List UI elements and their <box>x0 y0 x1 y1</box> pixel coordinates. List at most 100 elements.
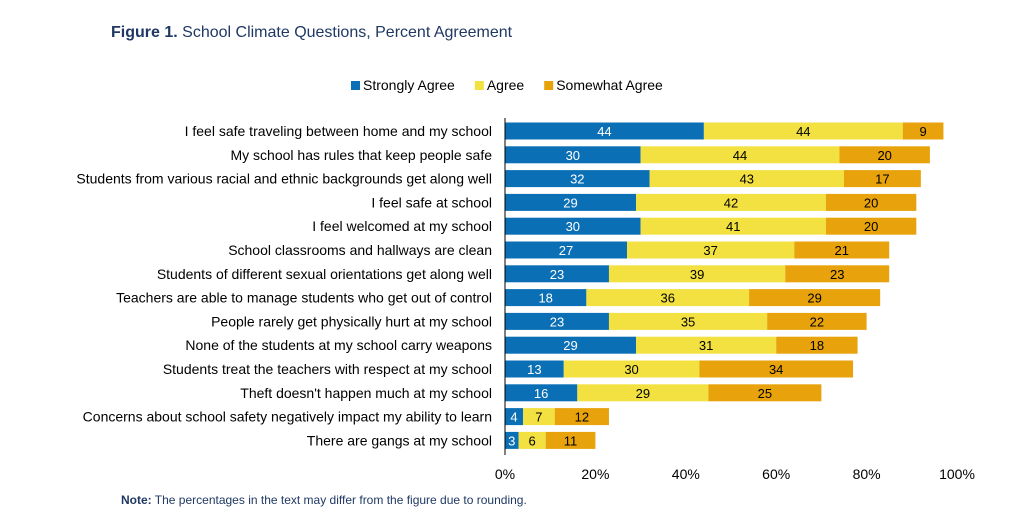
category-label: School classrooms and hallways are clean <box>228 242 492 258</box>
bar-segment-2 <box>785 265 890 283</box>
data-label: 20 <box>864 219 878 234</box>
data-label: 4 <box>510 410 517 425</box>
data-label: 23 <box>550 267 564 282</box>
data-label: 23 <box>830 267 844 282</box>
bar-segment-1 <box>586 289 750 307</box>
x-tick-label: 20% <box>581 466 609 482</box>
category-label: I feel safe at school <box>371 194 492 210</box>
legend-label-1: Agree <box>487 77 525 93</box>
bar-segment-2 <box>839 146 930 164</box>
bar-segment-0 <box>505 241 628 259</box>
category-label: Students treat the teachers with respect… <box>163 361 492 377</box>
x-tick-label: 60% <box>762 466 790 482</box>
category-label: None of the students at my school carry … <box>185 337 492 353</box>
note-label: Note: <box>121 493 152 507</box>
data-label: 44 <box>796 124 810 139</box>
data-label: 36 <box>660 291 674 306</box>
bar-segment-2 <box>545 431 596 449</box>
data-label: 20 <box>877 148 891 163</box>
bar-segment-2 <box>776 336 858 354</box>
data-label: 34 <box>769 362 783 377</box>
bar-segment-0 <box>505 384 578 402</box>
data-label: 30 <box>624 362 638 377</box>
data-label: 17 <box>875 172 889 187</box>
category-label: Concerns about school safety negatively … <box>83 409 492 425</box>
data-label: 16 <box>534 386 548 401</box>
data-label: 20 <box>864 195 878 210</box>
bar-segment-2 <box>554 408 609 426</box>
data-label: 11 <box>564 433 578 448</box>
bar-segment-1 <box>627 241 795 259</box>
bar-segment-0 <box>505 193 637 211</box>
x-tick-label: 40% <box>672 466 700 482</box>
bar-segment-2 <box>825 217 917 235</box>
bar-segment-0 <box>505 289 587 307</box>
data-label: 31 <box>699 338 713 353</box>
bar-segment-0 <box>505 431 519 449</box>
bar-segment-1 <box>608 265 786 283</box>
bar-segment-1 <box>636 193 826 211</box>
bar-segment-2 <box>699 360 854 378</box>
data-label: 25 <box>758 386 772 401</box>
data-label: 6 <box>529 433 536 448</box>
bar-segment-0 <box>505 217 641 235</box>
x-tick-label: 80% <box>853 466 881 482</box>
data-label: 44 <box>733 148 747 163</box>
data-label: 41 <box>726 219 740 234</box>
data-label: 35 <box>681 314 695 329</box>
data-label: 29 <box>563 338 577 353</box>
category-label: I feel welcomed at my school <box>312 218 492 234</box>
data-label: 18 <box>810 338 824 353</box>
category-label: Theft doesn't happen much at my school <box>240 385 492 401</box>
data-label: 43 <box>740 172 754 187</box>
bar-segment-2 <box>825 193 917 211</box>
category-label: Students of different sexual orientation… <box>157 266 492 282</box>
data-label: 27 <box>559 243 573 258</box>
bar-segment-0 <box>505 170 650 188</box>
data-label: 7 <box>535 410 542 425</box>
bar-segment-0 <box>505 336 637 354</box>
data-label: 39 <box>690 267 704 282</box>
category-label: My school has rules that keep people saf… <box>231 147 493 163</box>
bar-segment-1 <box>636 336 777 354</box>
bar-segment-2 <box>749 289 881 307</box>
bar-segment-2 <box>844 170 921 188</box>
bar-segment-1 <box>703 122 903 140</box>
data-label: 30 <box>566 148 580 163</box>
data-label: 18 <box>538 291 552 306</box>
bar-segment-1 <box>523 408 555 426</box>
figure-label: Figure 1. <box>111 24 178 41</box>
data-label: 22 <box>810 314 824 329</box>
x-tick-label: 100% <box>939 466 975 482</box>
category-label: There are gangs at my school <box>307 432 492 448</box>
figure-note: Note: The percentages in the text may di… <box>121 493 527 507</box>
category-label: People rarely get physically hurt at my … <box>211 313 492 329</box>
data-label: 37 <box>703 243 717 258</box>
category-label: Teachers are able to manage students who… <box>116 290 492 306</box>
bar-segment-1 <box>649 170 844 188</box>
data-label: 9 <box>919 124 926 139</box>
data-label: 23 <box>550 314 564 329</box>
x-tick-label: 0% <box>495 466 515 482</box>
bar-segment-0 <box>505 312 609 330</box>
data-label: 32 <box>570 172 584 187</box>
bar-segment-0 <box>505 408 524 426</box>
bar-segment-2 <box>902 122 944 140</box>
category-label: Students from various racial and ethnic … <box>76 171 492 187</box>
legend-swatch-2 <box>544 81 554 90</box>
legend-label-2: Somewhat Agree <box>556 77 663 93</box>
bar-segment-0 <box>505 265 609 283</box>
bar-segment-1 <box>640 217 826 235</box>
data-label: 12 <box>575 410 589 425</box>
figure-title: Figure 1. School Climate Questions, Perc… <box>111 24 512 42</box>
bar-segment-1 <box>577 384 709 402</box>
bar-segment-2 <box>708 384 822 402</box>
data-label: 29 <box>563 195 577 210</box>
data-label: 29 <box>807 291 821 306</box>
data-label: 44 <box>597 124 611 139</box>
data-label: 30 <box>566 219 580 234</box>
bar-segment-1 <box>518 431 546 449</box>
bar-segment-0 <box>505 146 641 164</box>
data-label: 42 <box>724 195 738 210</box>
